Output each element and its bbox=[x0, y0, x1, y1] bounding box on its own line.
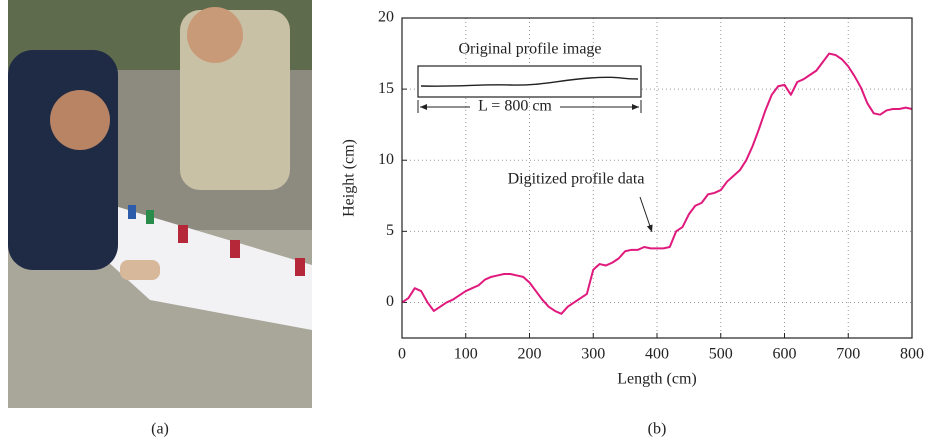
photo bbox=[8, 0, 312, 408]
y-tick-label: 20 bbox=[378, 9, 394, 26]
y-tick-label: 0 bbox=[386, 293, 394, 310]
y-tick-label: 15 bbox=[378, 80, 394, 97]
x-axis-label: Length (cm) bbox=[617, 371, 697, 388]
x-tick-label: 300 bbox=[581, 346, 605, 363]
y-tick-label: 5 bbox=[386, 222, 394, 239]
panel-label: (a) bbox=[151, 421, 169, 438]
x-tick-label: 800 bbox=[900, 346, 924, 363]
x-tick-label: 400 bbox=[645, 346, 669, 363]
profile-line bbox=[401, 52, 913, 315]
annotation: L = 800 cm bbox=[478, 98, 552, 115]
panel-label: (b) bbox=[648, 421, 667, 438]
x-tick-label: 700 bbox=[836, 346, 860, 363]
x-tick-label: 200 bbox=[518, 346, 542, 363]
x-tick-label: 0 bbox=[398, 346, 406, 363]
y-tick-label: 10 bbox=[378, 151, 394, 168]
inset bbox=[417, 65, 653, 233]
annotation: Digitized profile data bbox=[508, 171, 645, 188]
y-axis-label: Height (cm) bbox=[341, 139, 358, 217]
x-tick-label: 100 bbox=[454, 346, 478, 363]
x-tick-label: 500 bbox=[709, 346, 733, 363]
x-tick-label: 600 bbox=[773, 346, 797, 363]
plot-frame bbox=[401, 17, 913, 339]
annotation: Original profile image bbox=[458, 41, 601, 58]
